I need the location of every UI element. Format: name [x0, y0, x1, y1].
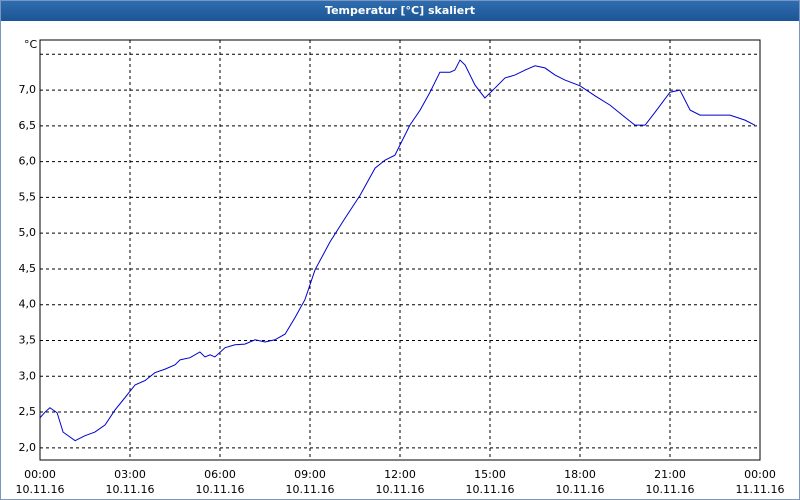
x-tick-label: 00:00 — [24, 468, 56, 481]
x-tick-date: 10.11.16 — [106, 483, 155, 496]
x-tick-label: 09:00 — [294, 468, 326, 481]
y-tick-label: 4,0 — [19, 298, 37, 311]
x-tick-label: 15:00 — [474, 468, 506, 481]
y-tick-label: 6,5 — [19, 119, 37, 132]
x-tick-date: 10.11.16 — [646, 483, 695, 496]
y-tick-label: 4,5 — [19, 262, 37, 275]
x-tick-label: 03:00 — [114, 468, 146, 481]
x-tick-label: 18:00 — [564, 468, 596, 481]
x-tick-date: 10.11.16 — [286, 483, 335, 496]
y-tick-label: 7,0 — [19, 83, 37, 96]
x-tick-label: 00:00 — [744, 468, 776, 481]
x-tick-date: 10.11.16 — [556, 483, 605, 496]
x-tick-label: 12:00 — [384, 468, 416, 481]
x-tick-date: 10.11.16 — [376, 483, 425, 496]
y-tick-label: 6,0 — [19, 155, 37, 168]
x-tick-label: 21:00 — [654, 468, 686, 481]
x-tick-date: 11.11.16 — [736, 483, 785, 496]
y-tick-label: 3,5 — [19, 334, 37, 347]
y-tick-label: 2,5 — [19, 405, 37, 418]
y-unit: °C — [24, 38, 38, 51]
y-tick-label: 5,5 — [19, 190, 37, 203]
x-tick-date: 10.11.16 — [196, 483, 245, 496]
y-tick-label: 5,0 — [19, 226, 37, 239]
title-bar: Temperatur [°C] skaliert — [1, 1, 799, 21]
y-tick-label: 3,0 — [19, 369, 37, 382]
x-tick-date: 10.11.16 — [466, 483, 515, 496]
data-line — [39, 59, 756, 442]
x-tick-label: 06:00 — [204, 468, 236, 481]
x-tick-date: 10.11.16 — [16, 483, 65, 496]
y-tick-label: 2,0 — [19, 441, 37, 454]
